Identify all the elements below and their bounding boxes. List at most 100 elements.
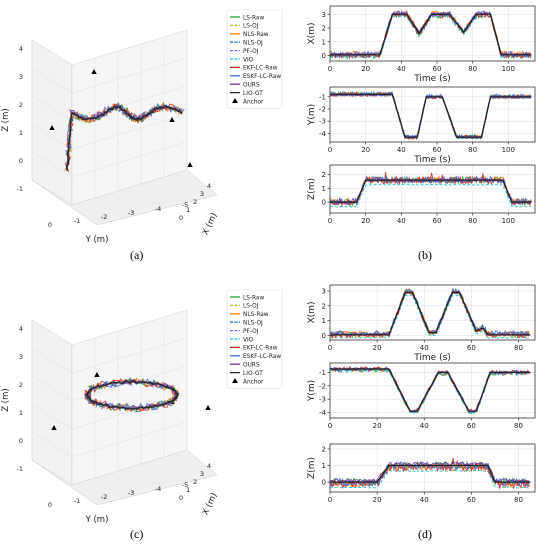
panel-b-1-series-ours xyxy=(329,11,532,56)
panel-b-1-xtick-label: 100 xyxy=(502,65,515,73)
legend-c-label: PF-OJ xyxy=(243,329,259,335)
legend-a-label: LS-OJ xyxy=(243,24,259,30)
panel-d-1-ylabel: X(m) xyxy=(307,302,317,324)
plot3d-a-ytick-label: -1 xyxy=(74,217,80,225)
legend-c-label: NLS-OJ xyxy=(243,321,263,327)
plot3d-a-trajectory-lio-gt xyxy=(65,105,183,172)
plot3d-c-grid xyxy=(31,403,73,430)
plot3d-c-ytick-label: 0 xyxy=(48,501,52,509)
panel-b-1-series-ls-oj xyxy=(329,13,532,57)
panel-b-2-xtick-label: 40 xyxy=(397,146,406,154)
plot3d-c-grid xyxy=(71,449,188,486)
panel-d-3-frame xyxy=(329,443,536,493)
plot3d-c-ytick-label: -5 xyxy=(182,481,188,489)
plot3d-a-xtick-label: 4 xyxy=(207,182,211,190)
plot3d-c-ytick-label: -2 xyxy=(101,493,107,501)
panel-b-1-xtick-label: 0 xyxy=(328,65,332,73)
plot3d-a-xtick-label: 1 xyxy=(186,206,190,214)
plot3d-c-xtick-label: 4 xyxy=(207,462,211,470)
panel-d-2-xtick-label: 20 xyxy=(373,422,382,430)
panel-d-1-series-ekf-lc-raw xyxy=(329,289,530,340)
plot3d-c-xlabel: X (m) xyxy=(201,491,220,516)
plot3d-c-trajectory-lio-gt xyxy=(84,380,180,410)
legend-c-box xyxy=(226,289,283,389)
plot3d-c-xtick-label: 3 xyxy=(200,470,204,478)
panel-b-3-xtick-label: 0 xyxy=(328,217,332,225)
legend-c-label: Anchor xyxy=(243,379,264,385)
panel-d-2-xtick-label: 80 xyxy=(514,422,523,430)
plot3d-a-grid xyxy=(31,67,73,94)
plot3d-a-ztick-label: 2 xyxy=(19,101,23,109)
panel-d-3-series-ours xyxy=(329,461,530,483)
legend-a-label: ESKF-LC-Raw xyxy=(243,74,281,80)
panel-d-3-ylabel: Z(m) xyxy=(307,457,317,479)
panel-b-3-series-lio-gt xyxy=(330,179,532,203)
panel-d-2-frame xyxy=(329,362,536,419)
panel-d-1-series-eskf-lc-raw xyxy=(329,287,530,337)
legend-a-label: LS-Raw xyxy=(243,15,264,21)
panel-b-2-ytick-label: -2 xyxy=(319,106,326,114)
panel-b-1-ytick-label: 1 xyxy=(322,38,326,46)
panel-d-3-xtick-label: 20 xyxy=(373,496,382,504)
panel-d-2-series-lio-gt xyxy=(330,368,531,412)
panel-b-2-frame xyxy=(329,86,536,143)
panel-b-3-series-vio xyxy=(329,183,532,208)
plot3d-c-grid xyxy=(31,375,73,402)
panel-b-1-ylabel: X(m) xyxy=(307,23,317,45)
plot3d-c-ylabel: Y (m) xyxy=(85,515,109,525)
plot3d-a-pane-left xyxy=(31,39,73,206)
panel-d-3-ytick-label: 0 xyxy=(322,479,326,487)
legend-c-label: EKF-LC-Raw xyxy=(243,346,278,352)
panel-b-1-ytick-label: 0 xyxy=(322,52,326,60)
legend-a-label: Anchor xyxy=(243,99,264,105)
plot3d-a-xtick-label: 2 xyxy=(193,198,197,206)
legend-c-label: ESKF-LC-Raw xyxy=(243,354,281,360)
panel-b-3-xtick-label: 40 xyxy=(397,217,406,225)
panel-d-1-frame xyxy=(329,284,536,341)
panel-b-2-xtick-label: 60 xyxy=(432,146,441,154)
panel-b-1-xlabel: Time (s) xyxy=(413,74,451,84)
plot3d-c-xtick-label: 1 xyxy=(186,486,190,494)
panel-b-2-series-eskf-lc-raw xyxy=(329,90,532,140)
plot3d-a-grid xyxy=(71,113,188,150)
plot3d-c-grid xyxy=(31,459,73,486)
panel-d-1-series-ls-oj xyxy=(330,292,530,337)
plot3d-a-grid xyxy=(31,39,73,66)
plot3d-c-xtick-label: 0 xyxy=(179,494,183,502)
plot3d-a-ytick-label: -3 xyxy=(128,209,134,217)
panel-d-1-series-nls-raw xyxy=(329,288,530,338)
plot3d-c-ztick-label: 3 xyxy=(19,353,23,361)
panel-d-1-xtick-label: 40 xyxy=(420,344,429,352)
panel-d-1-xtick-label: 60 xyxy=(467,344,476,352)
caption-a: (a) xyxy=(130,248,144,262)
plot3d-c-xtick-label: 2 xyxy=(193,478,197,486)
plot3d-c-ztick-label: 2 xyxy=(19,381,23,389)
panel-b-2-series-nls-raw xyxy=(329,91,532,141)
panel-d-2-ytick-label: -2 xyxy=(319,382,326,390)
legend-a-marker-anchor xyxy=(232,98,238,103)
panel-d-1-xtick-label: 20 xyxy=(373,344,382,352)
panel-d-2-ytick-label: -4 xyxy=(319,409,327,417)
plot3d-a-ytick-label: -5 xyxy=(182,201,188,209)
panel-b-2-series-ekf-lc-raw xyxy=(329,91,532,141)
panel-b-2-series-ls-oj xyxy=(329,92,532,138)
plot3d-c-grid xyxy=(71,421,188,458)
panel-b-1-xtick-label: 40 xyxy=(397,65,406,73)
panel-d-1-series-nls-oj xyxy=(329,290,530,335)
plot3d-a-ztick-label: -1 xyxy=(17,185,23,193)
plot3d-c-grid xyxy=(31,347,73,374)
plot3d-c-pane-left xyxy=(31,319,73,486)
plot3d-a-anchor-marker xyxy=(49,125,55,130)
panel-b-2-xtick-label: 20 xyxy=(361,146,370,154)
panel-d-3-xtick-label: 60 xyxy=(467,496,476,504)
plot3d-a-zlabel: Z (m) xyxy=(1,108,11,131)
panel-d-3-xtick-label: 0 xyxy=(328,496,332,504)
panel-d-3-xtick-label: 40 xyxy=(420,496,429,504)
plot3d-c-grid xyxy=(71,309,188,346)
panel-b-3-frame xyxy=(329,164,536,214)
panel-b-1-xtick-label: 80 xyxy=(468,65,477,73)
plot3d-a-xtick-label: 0 xyxy=(179,214,183,222)
panel-d-1-ytick-label: 3 xyxy=(322,287,326,295)
panel-d-1-xtick-label: 0 xyxy=(328,344,332,352)
